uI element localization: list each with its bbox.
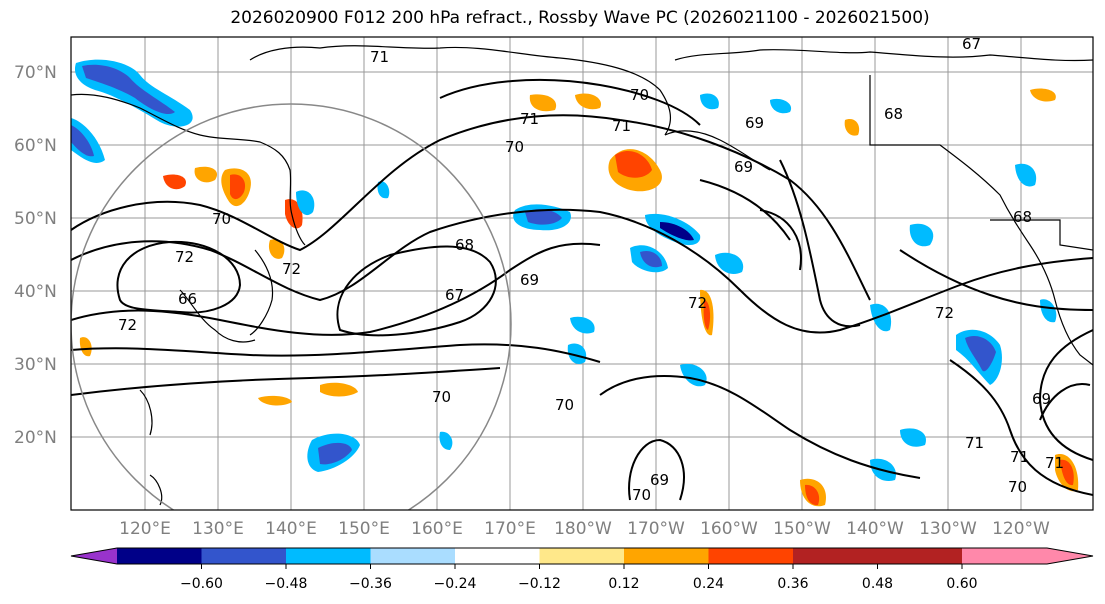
- contour-label: 69: [650, 471, 669, 489]
- colorbar-tick: 0.24: [693, 576, 724, 592]
- lon-label: 170°W: [627, 519, 685, 539]
- contour-label: 71: [965, 434, 984, 452]
- contour-label: 72: [175, 248, 194, 266]
- contour-label: 67: [962, 35, 981, 53]
- lon-label: 150°E: [338, 519, 390, 539]
- contour-label: 69: [1032, 390, 1051, 408]
- colorbar-extend-right: [1047, 548, 1093, 564]
- contour-label: 71: [520, 110, 539, 128]
- colorbar-swatch: [455, 548, 540, 564]
- lat-label: 50°N: [14, 209, 57, 229]
- contour-label: 70: [632, 486, 651, 504]
- colorbar-swatch: [201, 548, 286, 564]
- colorbar-tick: −0.36: [349, 576, 392, 592]
- lon-label: 160°W: [700, 519, 758, 539]
- contour-label: 70: [630, 86, 649, 104]
- colorbar-tick: 0.48: [862, 576, 893, 592]
- map-frame: [70, 36, 1094, 511]
- latitude-labels: 70°N 60°N 50°N 40°N 30°N 20°N: [14, 63, 57, 448]
- colorbar-swatch: [793, 548, 878, 564]
- lat-label: 30°N: [14, 355, 57, 375]
- lon-label: 130°W: [919, 519, 977, 539]
- contour-label: 71: [1010, 448, 1029, 466]
- colorbar-tick: −0.48: [265, 576, 308, 592]
- anomaly-patches: [71, 59, 1079, 507]
- colorbar-tick: 0.36: [777, 576, 808, 592]
- colorbar-tick: −0.24: [434, 576, 477, 592]
- contour-label: 72: [688, 294, 707, 312]
- colorbar-swatch: [624, 548, 709, 564]
- contour-label: 72: [935, 304, 954, 322]
- contour-label: 72: [282, 260, 301, 278]
- longitude-labels: 120°E 130°E 140°E 150°E 160°E 170°E 180°…: [119, 519, 1050, 539]
- coastlines: [71, 45, 1093, 506]
- colorbar-tick: 0.60: [946, 576, 977, 592]
- colorbar-swatch: [962, 548, 1047, 564]
- colorbar-swatch: [708, 548, 793, 564]
- lat-label: 60°N: [14, 136, 57, 156]
- lon-label: 140°W: [846, 519, 904, 539]
- lon-label: 120°E: [119, 519, 171, 539]
- colorbar-extend-left: [71, 548, 117, 564]
- contour-label: 70: [555, 396, 574, 414]
- contour-label: 70: [505, 138, 524, 156]
- lon-label: 140°E: [265, 519, 317, 539]
- contour-label: 69: [734, 158, 753, 176]
- contour-label: 69: [745, 114, 764, 132]
- colorbar-swatch: [539, 548, 624, 564]
- colorbar: −0.60 −0.48 −0.36 −0.24 −0.12 0.12 0.24 …: [70, 547, 1094, 592]
- colorbar-swatch: [117, 548, 202, 564]
- contour-label: 70: [1008, 478, 1027, 496]
- colorbar-tick: −0.12: [518, 576, 561, 592]
- lat-label: 20°N: [14, 428, 57, 448]
- contour-label: 66: [178, 290, 197, 308]
- colorbar-tick: 0.12: [608, 576, 639, 592]
- lat-label: 70°N: [14, 63, 57, 83]
- contour-label: 70: [432, 388, 451, 406]
- contour-label: 71: [1045, 454, 1064, 472]
- lon-label: 150°W: [773, 519, 831, 539]
- contour-label: 67: [445, 286, 464, 304]
- contour-lines: [71, 78, 1093, 501]
- colorbar-swatch: [286, 548, 371, 564]
- contour-label: 68: [455, 236, 474, 254]
- contour-label: 68: [1013, 208, 1032, 226]
- contour-label: 71: [370, 48, 389, 66]
- lat-label: 40°N: [14, 282, 57, 302]
- lon-label: 120°W: [992, 519, 1050, 539]
- map-title: 2026020900 F012 200 hPa refract., Rossby…: [230, 8, 930, 28]
- contour-label-group: 71 67 70 71 70 69 68 72 68 69 70 70 69 6…: [118, 35, 1064, 504]
- lon-label: 160°E: [411, 519, 463, 539]
- lon-label: 170°E: [484, 519, 536, 539]
- reference-circle: [71, 103, 512, 510]
- colorbar-swatch: [877, 548, 962, 564]
- contour-label: 71: [612, 117, 631, 135]
- contour-label: 68: [884, 105, 903, 123]
- colorbar-swatch: [370, 548, 455, 564]
- lon-label: 130°E: [192, 519, 244, 539]
- contour-label: 69: [520, 271, 539, 289]
- colorbar-tick: −0.60: [180, 576, 223, 592]
- contour-label: 70: [212, 210, 231, 228]
- contour-label: 72: [118, 316, 137, 334]
- lon-label: 180°W: [554, 519, 612, 539]
